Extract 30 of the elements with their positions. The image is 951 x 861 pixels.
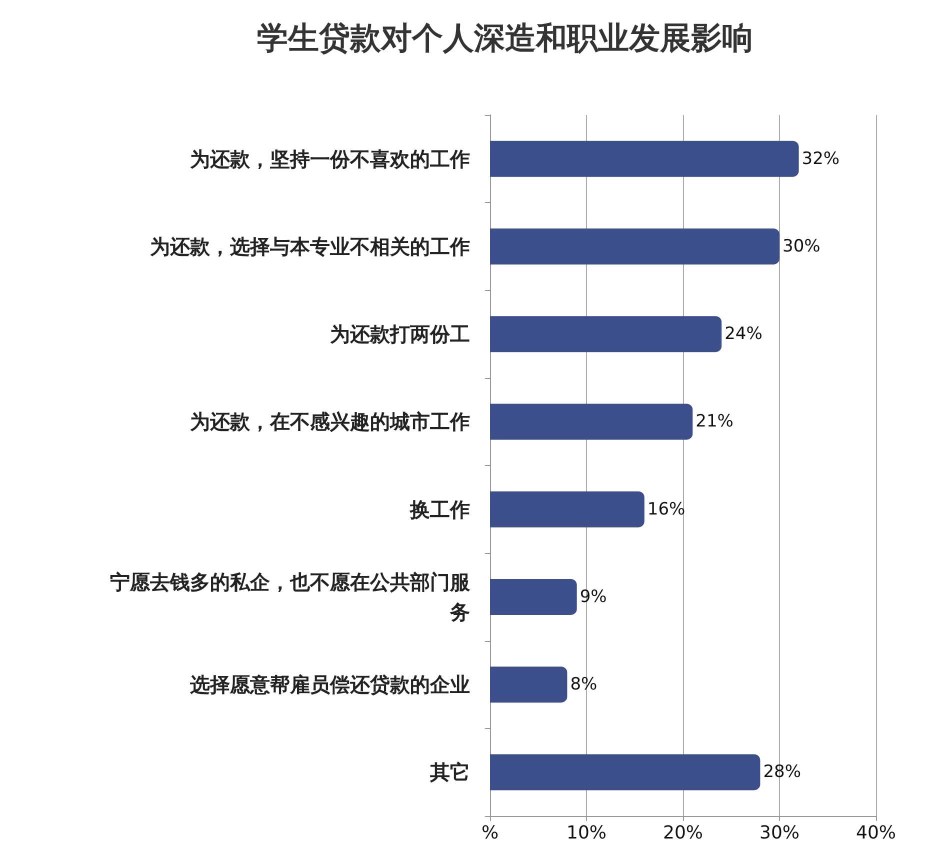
data-label: 9% <box>580 586 607 607</box>
data-label: 28% <box>763 762 801 782</box>
x-tick-label: 10% <box>566 822 607 844</box>
bar <box>490 140 799 177</box>
y-tick-label: 为还款，选择与本专业不相关的工作 <box>150 234 470 258</box>
data-label: 21% <box>696 412 734 432</box>
y-tick-label: 为还款，在不感兴趣的城市工作 <box>190 410 470 434</box>
y-tick-label: 为还款，坚持一份不喜欢的工作 <box>190 146 470 171</box>
chart-title: 学生贷款对个人深造和职业发展影响 <box>257 20 753 56</box>
y-tick-label: 选择愿意帮雇员偿还贷款的企业 <box>189 672 470 697</box>
bar <box>490 578 577 615</box>
y-tick-label: 其它 <box>429 760 470 784</box>
x-tick-label: 20% <box>662 822 704 844</box>
data-label: 24% <box>724 324 762 344</box>
data-label: 16% <box>647 499 686 520</box>
x-tick-label: % <box>481 822 499 844</box>
bar <box>490 228 780 264</box>
bar <box>490 316 722 352</box>
x-tick-label: 40% <box>856 822 896 844</box>
x-tick-label: 30% <box>759 822 800 844</box>
data-label: 32% <box>802 148 840 169</box>
y-tick-label: 宁愿去钱多的私企，也不愿在公共部门服务 <box>110 570 471 624</box>
y-tick-label: 换工作 <box>409 497 470 522</box>
bar <box>490 491 644 528</box>
data-label: 8% <box>570 674 598 695</box>
bar <box>490 754 760 790</box>
y-tick-label: 为还款打两份工 <box>330 322 470 346</box>
bar <box>490 666 568 703</box>
bar <box>490 404 693 440</box>
data-label: 30% <box>782 236 820 256</box>
